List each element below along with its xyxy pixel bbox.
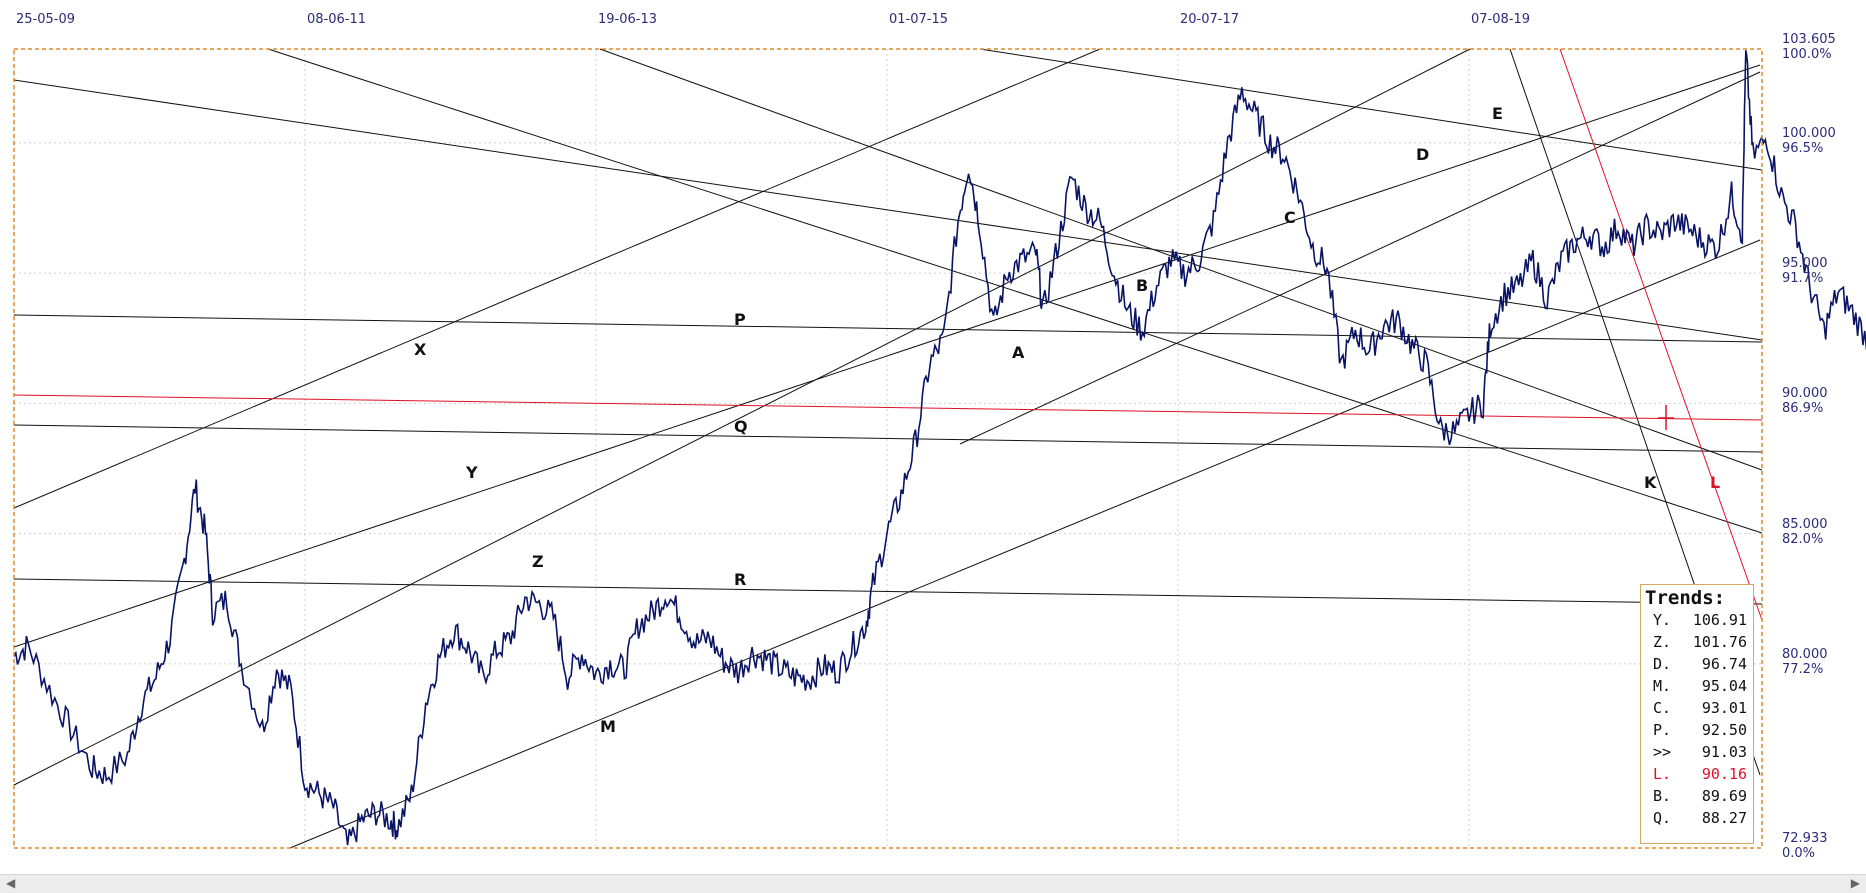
y-tick-label: 100.000 96.5%	[1782, 126, 1836, 156]
trends-row: L. 90.16	[1641, 763, 1753, 785]
trends-row-name: C.	[1653, 699, 1672, 717]
y-tick-percent: 82.0%	[1782, 531, 1824, 547]
trend-label-m: M	[600, 717, 616, 736]
trends-title: Trends:	[1645, 587, 1726, 609]
trend-line	[13, 578, 1763, 605]
x-tick-label: 19-06-13	[598, 12, 658, 27]
trend-label-d: D	[1416, 145, 1430, 164]
trends-row: Y. 106.91	[1641, 609, 1753, 631]
trends-row-value: 91.03	[1701, 743, 1747, 761]
y-tick-label: 80.000 77.2%	[1782, 647, 1828, 677]
trends-row-name: M.	[1653, 677, 1672, 695]
trend-line	[13, 64, 1761, 648]
trends-row: C. 93.01	[1641, 697, 1753, 719]
y-tick-percent: 0.0%	[1782, 846, 1816, 861]
x-tick-label: 07-08-19	[1471, 12, 1531, 27]
price-series-line	[13, 50, 1866, 846]
trends-row-name: Q.	[1653, 809, 1672, 827]
trend-label-l: L	[1710, 473, 1721, 492]
trends-row-name: B.	[1653, 787, 1672, 805]
trend-label-c: C	[1284, 208, 1296, 227]
horizontal-scrollbar[interactable]: ◀ ▶	[0, 874, 1866, 893]
trends-row-value: 88.27	[1701, 809, 1747, 827]
trends-legend-box: Trends: Y. 106.91 Z. 101.76 D. 96.74 M. 95.04 C.…	[1640, 584, 1754, 844]
trend-label-p: P	[734, 310, 746, 329]
trend-lines	[13, 48, 1763, 849]
trend-label-a: A	[1012, 343, 1025, 362]
trends-row: P. 92.50	[1641, 719, 1753, 741]
trends-row-name: >>	[1653, 743, 1672, 761]
trend-line	[13, 48, 1101, 509]
trends-row-value: 95.04	[1701, 677, 1747, 695]
scroll-left-icon[interactable]: ◀	[6, 876, 16, 890]
y-tick-value: 85.000	[1782, 516, 1828, 532]
trends-row-name: Z.	[1653, 633, 1672, 651]
red-trend-line	[13, 394, 1763, 421]
trends-row-name: D.	[1653, 655, 1672, 673]
trend-label-e: E	[1492, 104, 1503, 123]
trends-row-value: 89.69	[1701, 787, 1747, 805]
y-tick-percent: 77.2%	[1782, 661, 1824, 677]
trend-label-y: Y	[466, 463, 478, 482]
trends-row-value: 90.16	[1701, 765, 1747, 783]
trend-label-z: Z	[532, 552, 544, 571]
y-tick-label: 72.933 0.0%	[1782, 831, 1828, 861]
y-tick-percent: 100.0%	[1782, 47, 1832, 62]
y-tick-percent: 96.5%	[1782, 140, 1824, 156]
trends-row-name: L.	[1653, 765, 1672, 783]
trends-row-value: 96.74	[1701, 655, 1747, 673]
trend-line	[599, 48, 1763, 471]
trend-label-q: Q	[734, 417, 748, 436]
y-tick-value: 100.000	[1782, 125, 1836, 141]
trends-row: Q. 88.27	[1641, 807, 1753, 829]
trends-row: D. 96.74	[1641, 653, 1753, 675]
y-tick-value: 72.933	[1782, 831, 1828, 846]
y-tick-percent: 91.7%	[1782, 271, 1824, 287]
y-tick-value: 90.000	[1782, 386, 1828, 402]
trends-row-value: 93.01	[1701, 699, 1747, 717]
red-marker-cross	[1658, 405, 1674, 430]
grid-lines	[13, 49, 1762, 848]
y-tick-percent: 86.9%	[1782, 401, 1824, 417]
trend-line	[289, 239, 1761, 849]
y-tick-label: 90.000 86.9%	[1782, 386, 1828, 416]
y-tick-label: 85.000 82.0%	[1782, 517, 1828, 547]
trends-row-name: P.	[1653, 721, 1672, 739]
scroll-right-icon[interactable]: ▶	[1850, 876, 1860, 890]
trends-row-value: 101.76	[1692, 633, 1747, 651]
trend-line	[13, 314, 1763, 343]
y-tick-value: 95.000	[1782, 256, 1828, 272]
trend-label-k: K	[1644, 473, 1657, 492]
trend-line	[13, 424, 1763, 453]
trend-line	[267, 48, 1763, 534]
trend-line	[13, 48, 1471, 786]
x-tick-label: 25-05-09	[16, 12, 76, 27]
trend-line	[959, 71, 1761, 445]
trend-line	[13, 79, 1763, 341]
trends-rows: Y. 106.91 Z. 101.76 D. 96.74 M. 95.04 C. 93.01 P. 9…	[1641, 609, 1753, 829]
red-trend-line	[1559, 48, 1763, 621]
y-tick-label: 95.000 91.7%	[1782, 256, 1828, 286]
y-tick-label: 103.605 100.0%	[1782, 32, 1836, 62]
trends-row: >> 91.03	[1641, 741, 1753, 763]
y-tick-value: 80.000	[1782, 646, 1828, 662]
trends-row: B. 89.69	[1641, 785, 1753, 807]
x-tick-label: 08-06-11	[307, 12, 367, 27]
x-tick-label: 01-07-15	[889, 12, 949, 27]
trends-row: Z. 101.76	[1641, 631, 1753, 653]
trend-label-b: B	[1136, 276, 1149, 295]
y-tick-value: 103.605	[1782, 32, 1836, 47]
trends-row-value: 106.91	[1692, 611, 1747, 629]
trends-row-value: 92.50	[1701, 721, 1747, 739]
trend-label-x: X	[414, 340, 427, 359]
trends-row-name: Y.	[1653, 611, 1672, 629]
x-tick-label: 20-07-17	[1180, 12, 1240, 27]
trends-row: M. 95.04	[1641, 675, 1753, 697]
trend-line	[979, 48, 1763, 171]
trend-label-r: R	[734, 570, 747, 589]
